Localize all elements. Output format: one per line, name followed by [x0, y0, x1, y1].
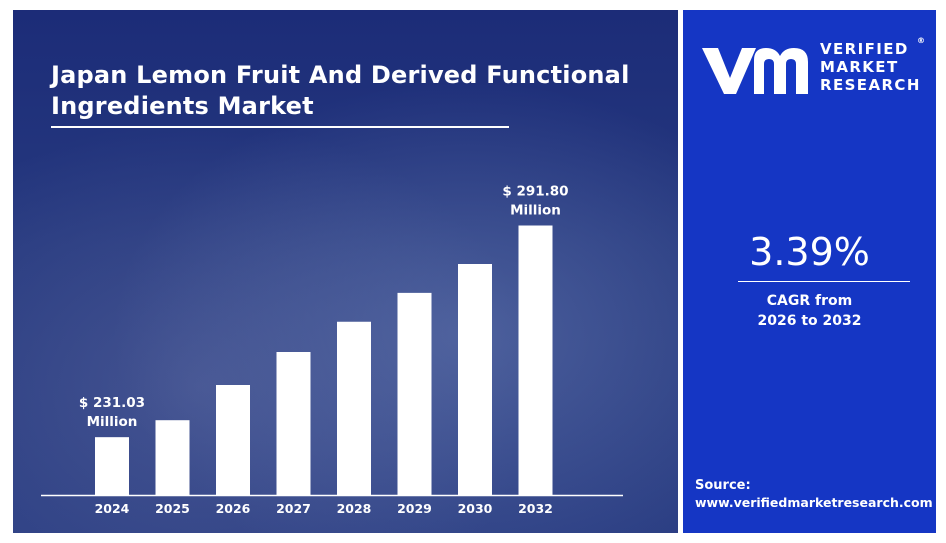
vmr-logo-icon [702, 48, 808, 94]
infographic: Japan Lemon Fruit And Derived Functional… [13, 10, 936, 533]
bar-2027 [276, 352, 311, 495]
brand-name-line-3: RESEARCH [820, 76, 921, 94]
chart-panel: Japan Lemon Fruit And Derived Functional… [13, 10, 678, 533]
data-label-2032-unit: Million [510, 203, 561, 219]
x-tick-label-2032: 2032 [518, 501, 553, 516]
info-panel: VERIFIED MARKET RESEARCH ® 3.39% CAGR fr… [683, 10, 936, 533]
x-tick-label-2030: 2030 [458, 501, 493, 516]
panel-divider [678, 10, 683, 533]
cagr-value: 3.39% [749, 230, 870, 274]
bar-2028 [337, 321, 371, 495]
brand-name-line-1: VERIFIED [820, 40, 909, 58]
bar-2026 [216, 385, 250, 495]
bar-2029 [397, 292, 432, 495]
brand-name-line-2: MARKET [820, 58, 899, 76]
bar-2024 [95, 437, 129, 495]
x-tick-label-2029: 2029 [397, 501, 432, 516]
cagr-label-line-1: CAGR from [766, 293, 853, 309]
chart-title: Japan Lemon Fruit And Derived Functional… [51, 61, 630, 120]
bar-2030 [458, 264, 492, 495]
cagr-label-line-2: 2026 to 2032 [757, 313, 862, 329]
cagr-divider [738, 281, 910, 282]
bar-2025 [155, 420, 190, 495]
source-label: Source: [695, 478, 751, 493]
x-tick-label-2027: 2027 [276, 501, 311, 516]
bar-chart: 2024 2025 2026 2027 2028 2029 2030 2032 $ 231.03… [41, 184, 623, 516]
source-url: www.verifiedmarketresearch.com [695, 495, 933, 510]
data-label-2024-value: $ 231.03 [79, 395, 145, 411]
x-tick-label-2026: 2026 [216, 501, 251, 516]
registered-mark: ® [917, 36, 925, 45]
x-tick-label-2024: 2024 [95, 501, 130, 516]
bar-2032 [518, 225, 553, 495]
data-label-2024-unit: Million [87, 414, 138, 430]
x-tick-label-2028: 2028 [337, 501, 372, 516]
title-underline [51, 126, 509, 128]
x-tick-label-2025: 2025 [155, 501, 190, 516]
data-label-2032-value: $ 291.80 [502, 184, 568, 200]
